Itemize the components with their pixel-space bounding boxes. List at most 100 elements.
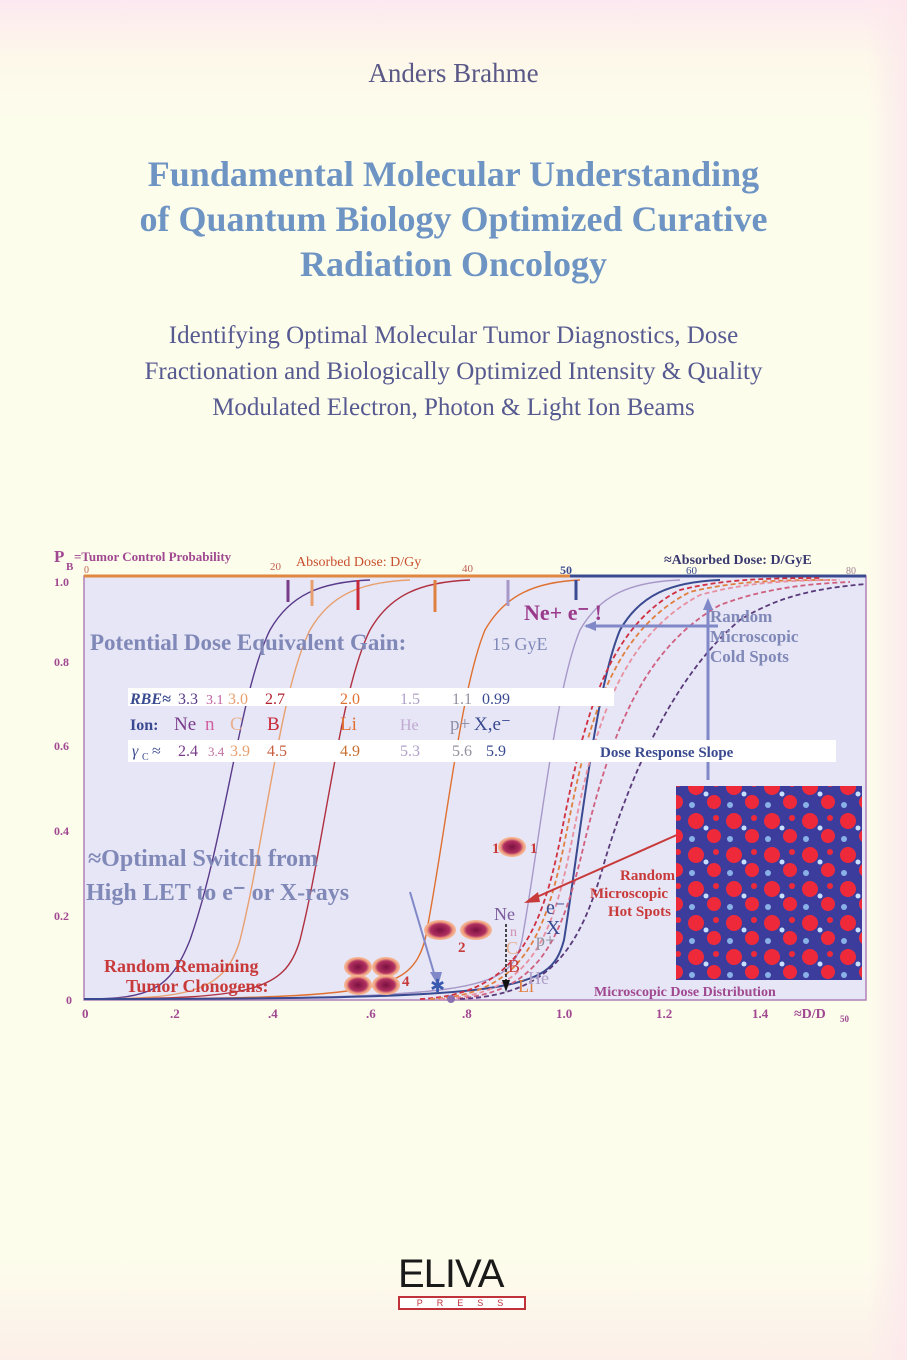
dose-distribution-label: Microscopic Dose Distribution: [594, 985, 776, 1000]
svg-text:C: C: [142, 752, 149, 763]
svg-text:5.9: 5.9: [486, 743, 506, 760]
gamma-row: γ C ≈ 2.4 3.4 3.9 4.5 4.9 5.3 5.6 5.9 Do…: [132, 743, 734, 763]
cover-edge-shade: [867, 0, 907, 1360]
svg-text:0: 0: [82, 1006, 89, 1021]
svg-text:Random Remaining: Random Remaining: [104, 956, 259, 976]
svg-text:.8: .8: [462, 1006, 472, 1021]
svg-text:RBE≈: RBE≈: [129, 691, 171, 708]
svg-text:5.6: 5.6: [452, 743, 472, 760]
top-tick: 20: [270, 561, 282, 573]
svg-text:e⁻: e⁻: [546, 897, 565, 919]
title-line: of Quantum Biology Optimized Curative: [139, 199, 768, 239]
rbe-row: RBE≈ 3.3 3.1 3.0 2.7 2.0 1.5 1.1 0.99: [129, 691, 510, 708]
gamma-row-bg: [128, 740, 836, 762]
svg-text:Microscopic: Microscopic: [710, 627, 799, 646]
d50-arrows: [286, 580, 578, 612]
svg-text:4: 4: [402, 974, 410, 990]
x-axis-label: ≈D/D: [794, 1007, 826, 1022]
y-axis-label: P: [54, 547, 64, 566]
svg-text:Microscopic: Microscopic: [590, 886, 668, 902]
svg-text:4.5: 4.5: [267, 743, 287, 760]
svg-text:Random: Random: [710, 607, 772, 626]
svg-text:n: n: [510, 925, 517, 940]
svg-text:n: n: [205, 714, 215, 735]
gain-label: Potential Dose Equivalent Gain:: [90, 630, 406, 655]
book-title: Fundamental Molecular Understanding of Q…: [40, 152, 867, 287]
y-axis-ticks: 1.0 0.8 0.6 0.4 0.2 0: [54, 575, 72, 1007]
tumor-cells: [344, 837, 526, 995]
svg-text:X: X: [546, 917, 561, 939]
publisher-name: ELIVA: [398, 1252, 504, 1296]
subtitle-line: Fractionation and Biologically Optimized…: [144, 358, 763, 385]
svg-text:1.4: 1.4: [752, 1006, 769, 1021]
svg-text:0.2: 0.2: [54, 909, 69, 923]
svg-text:2.0: 2.0: [340, 691, 360, 708]
top-axis-gye-label: ≈Absorbed Dose: D/GyE: [664, 553, 812, 568]
svg-text:γ: γ: [132, 743, 139, 760]
svg-text:2.7: 2.7: [265, 691, 285, 708]
clonogen-counts: 4 2 1 1: [402, 841, 538, 990]
switch-point-star: ✱: [430, 976, 445, 996]
svg-text:1.0: 1.0: [556, 1006, 572, 1021]
svg-text:≈Optimal Switch from: ≈Optimal Switch from: [88, 846, 318, 872]
svg-text:3.1: 3.1: [206, 693, 224, 708]
svg-text:High LET to e⁻ or X-rays: High LET to e⁻ or X-rays: [86, 880, 349, 906]
svg-text:Hot Spots: Hot Spots: [608, 904, 671, 920]
svg-text:1.1: 1.1: [452, 691, 472, 708]
publisher-tagline: PRESS: [398, 1296, 526, 1310]
svg-text:B: B: [508, 956, 520, 976]
tcp-chart: P B =Tumor Control Probability Absorbed …: [54, 547, 867, 1024]
svg-text:1: 1: [492, 841, 500, 857]
top-tick: 80: [846, 566, 856, 577]
title-line: Radiation Oncology: [299, 244, 608, 284]
right-ion-labels: Ne n C B Li He p+ X e⁻: [494, 897, 565, 996]
clonogens-label: Random Remaining Tumor Clonogens:: [104, 956, 269, 996]
svg-text:0: 0: [66, 993, 72, 1007]
top-tick: 50: [560, 563, 572, 577]
tcp-curves: [83, 579, 721, 1000]
hot-spots-label: Random Microscopic Hot Spots: [590, 868, 676, 920]
top-axis-gy-label: Absorbed Dose: D/Gy: [296, 555, 421, 570]
svg-text:X,e⁻: X,e⁻: [474, 714, 511, 735]
hot-spot-arrow: [529, 829, 689, 901]
svg-text:1.5: 1.5: [400, 691, 420, 708]
ion-row: Ion: Ne n C B Li He p+ X,e⁻: [130, 714, 511, 735]
svg-text:1: 1: [530, 841, 538, 857]
microscopic-dose-distribution-image: [676, 786, 862, 980]
svg-text:4.9: 4.9: [340, 743, 360, 760]
svg-text:C: C: [506, 938, 518, 958]
svg-text:p+: p+: [450, 714, 470, 735]
top-tick: 40: [462, 563, 474, 575]
svg-text:p+: p+: [536, 930, 555, 950]
svg-text:0.4: 0.4: [54, 824, 69, 838]
svg-text:0.8: 0.8: [54, 655, 69, 669]
svg-text:≈: ≈: [152, 743, 161, 760]
svg-text:B: B: [267, 714, 280, 735]
cold-spots-label: Random Microscopic Cold Spots: [710, 607, 799, 666]
svg-text:1.2: 1.2: [656, 1006, 672, 1021]
optimal-switch-label: ≈Optimal Switch from High LET to e⁻ or X…: [86, 846, 349, 906]
dose-response-slope-label: Dose Response Slope: [600, 745, 734, 761]
svg-text:C: C: [230, 714, 243, 735]
svg-text:.2: .2: [170, 1006, 180, 1021]
rbe-row-bg: [128, 688, 614, 706]
svg-text:1.0: 1.0: [54, 575, 69, 589]
svg-text:0.99: 0.99: [482, 691, 510, 708]
svg-text:Ne: Ne: [494, 904, 515, 924]
title-line: Fundamental Molecular Understanding: [147, 154, 760, 194]
svg-text:He: He: [528, 968, 549, 988]
subtitle-line: Identifying Optimal Molecular Tumor Diag…: [168, 322, 739, 349]
y-axis-label-sub: B: [66, 561, 74, 573]
svg-text:3.0: 3.0: [228, 691, 248, 708]
svg-text:Ne: Ne: [174, 714, 196, 735]
svg-text:3.9: 3.9: [230, 743, 250, 760]
x-axis-label-sub: 50: [840, 1014, 850, 1024]
svg-text:.6: .6: [366, 1006, 376, 1021]
svg-text:3.4: 3.4: [208, 744, 225, 759]
svg-text:3.3: 3.3: [178, 691, 198, 708]
svg-text:5.3: 5.3: [400, 743, 420, 760]
svg-text:Random: Random: [620, 868, 676, 884]
svg-text:0.6: 0.6: [54, 739, 69, 753]
svg-text:Cold Spots: Cold Spots: [710, 647, 789, 666]
x-axis-ticks: 0 .2 .4 .6 .8 1.0 1.2 1.4: [82, 1006, 769, 1021]
